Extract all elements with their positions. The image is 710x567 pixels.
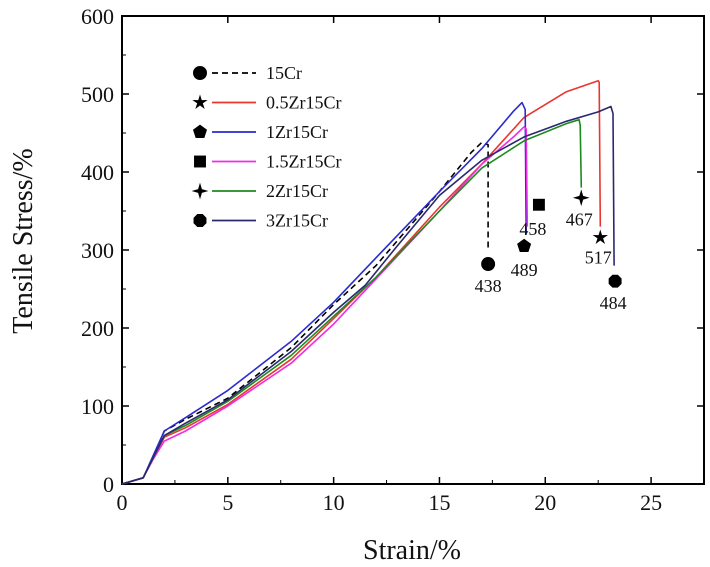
series-line-2: [121, 79, 602, 485]
y-tick-label: 0: [103, 472, 114, 497]
legend-label-3: 1Zr15Cr: [266, 122, 328, 142]
x-tick-label: 20: [534, 490, 556, 515]
legend-marker-1: [193, 66, 207, 80]
y-axis-title: Tensile Stress/%: [8, 148, 39, 333]
callout-marker-1: [481, 257, 496, 272]
x-tick-label: 0: [117, 490, 128, 515]
x-tick-label: 10: [323, 490, 345, 515]
legend-label-6: 3Zr15Cr: [266, 211, 328, 231]
data-label-5: 467: [566, 210, 593, 230]
callout-markers: 438 517 489 458 467 484: [475, 189, 627, 313]
legend-marker-6: [193, 214, 207, 227]
legend-label-2: 0.5Zr15Cr: [266, 93, 342, 113]
data-label-4: 458: [519, 219, 546, 239]
series-lines: [121, 79, 615, 485]
axis-ticks: 0 5 10 15 20 25 0 100 200 300 400 500 600: [81, 4, 704, 515]
legend-marker-2: [192, 94, 208, 110]
data-label-3: 489: [511, 260, 538, 280]
y-tick-label: 500: [81, 82, 114, 107]
y-tick-label: 200: [81, 316, 114, 341]
y-tick-label: 400: [81, 160, 114, 185]
series-line-6: [121, 105, 615, 485]
x-tick-label: 5: [222, 490, 233, 515]
callout-marker-5: [572, 189, 590, 207]
legend-label-5: 2Zr15Cr: [266, 181, 328, 201]
legend-label-4: 1.5Zr15Cr: [266, 152, 342, 172]
y-tick-label: 300: [81, 238, 114, 263]
data-label-2: 517: [585, 248, 612, 268]
x-tick-label: 15: [428, 490, 450, 515]
legend: 15Cr 0.5Zr15Cr 1Zr15Cr 1.5Zr15Cr 2Zr15Cr 3Zr1…: [191, 63, 342, 231]
callout-marker-6: [608, 274, 622, 288]
y-tick-label: 100: [81, 394, 114, 419]
legend-marker-5: [191, 182, 209, 200]
legend-label-1: 15Cr: [266, 63, 302, 83]
callout-marker-2: [592, 229, 608, 245]
data-label-6: 484: [600, 293, 627, 313]
series-line-4: [121, 126, 529, 485]
y-tick-label: 600: [81, 4, 114, 29]
x-axis-title: Strain/%: [363, 535, 461, 566]
series-line-3: [121, 101, 527, 485]
legend-marker-3: [193, 124, 207, 138]
legend-marker-4: [194, 155, 206, 168]
data-label-1: 438: [475, 276, 502, 296]
callout-marker-4: [532, 198, 545, 211]
callout-marker-3: [517, 238, 532, 253]
x-tick-label: 25: [640, 490, 662, 515]
